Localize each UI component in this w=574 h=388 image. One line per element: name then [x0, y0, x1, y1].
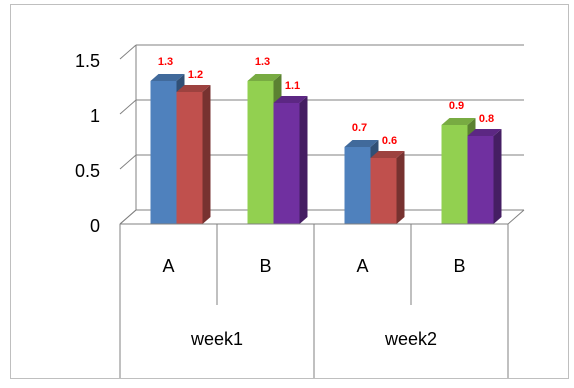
category-label: B: [259, 256, 271, 276]
y-tick-label: 0.5: [75, 161, 100, 181]
data-label: 0.7: [352, 122, 367, 134]
data-label: 1.3: [255, 56, 270, 68]
bar: [344, 147, 371, 224]
data-label: 0.8: [479, 113, 494, 125]
bar-top: [247, 74, 282, 81]
y-tick-label: 1.5: [75, 51, 100, 71]
y-tick-label: 1: [90, 106, 100, 126]
bar-top: [273, 96, 308, 103]
data-label: 0.6: [382, 135, 397, 147]
data-labels: 1.3 1.2 1.3 1.1 0.7 0.6 0.9 0.8: [158, 56, 494, 147]
floor-left-edge: [119, 209, 137, 225]
bar: [150, 81, 177, 224]
gridline-diagonal: [119, 99, 137, 115]
group-label: week2: [384, 329, 437, 349]
category-label: B: [453, 256, 465, 276]
bars: [150, 74, 502, 224]
chart-walls: [119, 45, 525, 225]
bar: [247, 81, 274, 224]
bar: [370, 158, 397, 224]
bar: [273, 103, 300, 224]
bar-top: [467, 129, 502, 136]
bar-side: [299, 96, 308, 224]
bar-side: [493, 129, 502, 224]
bar-top: [176, 85, 211, 92]
data-label: 0.9: [449, 100, 464, 112]
data-label: 1.2: [188, 69, 203, 81]
gridline-diagonal: [119, 44, 137, 60]
bar: [441, 125, 468, 224]
bar-side: [396, 151, 405, 224]
bar-top: [370, 151, 405, 158]
bar-side: [202, 85, 211, 224]
gridline-diagonal: [119, 154, 137, 170]
bar: [467, 136, 494, 224]
bar-top: [150, 74, 185, 81]
data-label: 1.1: [285, 80, 300, 92]
bar-top: [441, 118, 476, 125]
bar-top: [344, 140, 379, 147]
category-label: A: [162, 256, 174, 276]
y-axis-ticks: 0 0.5 1 1.5: [75, 51, 100, 236]
group-label: week1: [190, 329, 243, 349]
floor-right-edge: [507, 209, 525, 225]
category-label: A: [356, 256, 368, 276]
y-tick-label: 0: [90, 216, 100, 236]
bar: [176, 92, 203, 224]
data-label: 1.3: [158, 56, 173, 68]
